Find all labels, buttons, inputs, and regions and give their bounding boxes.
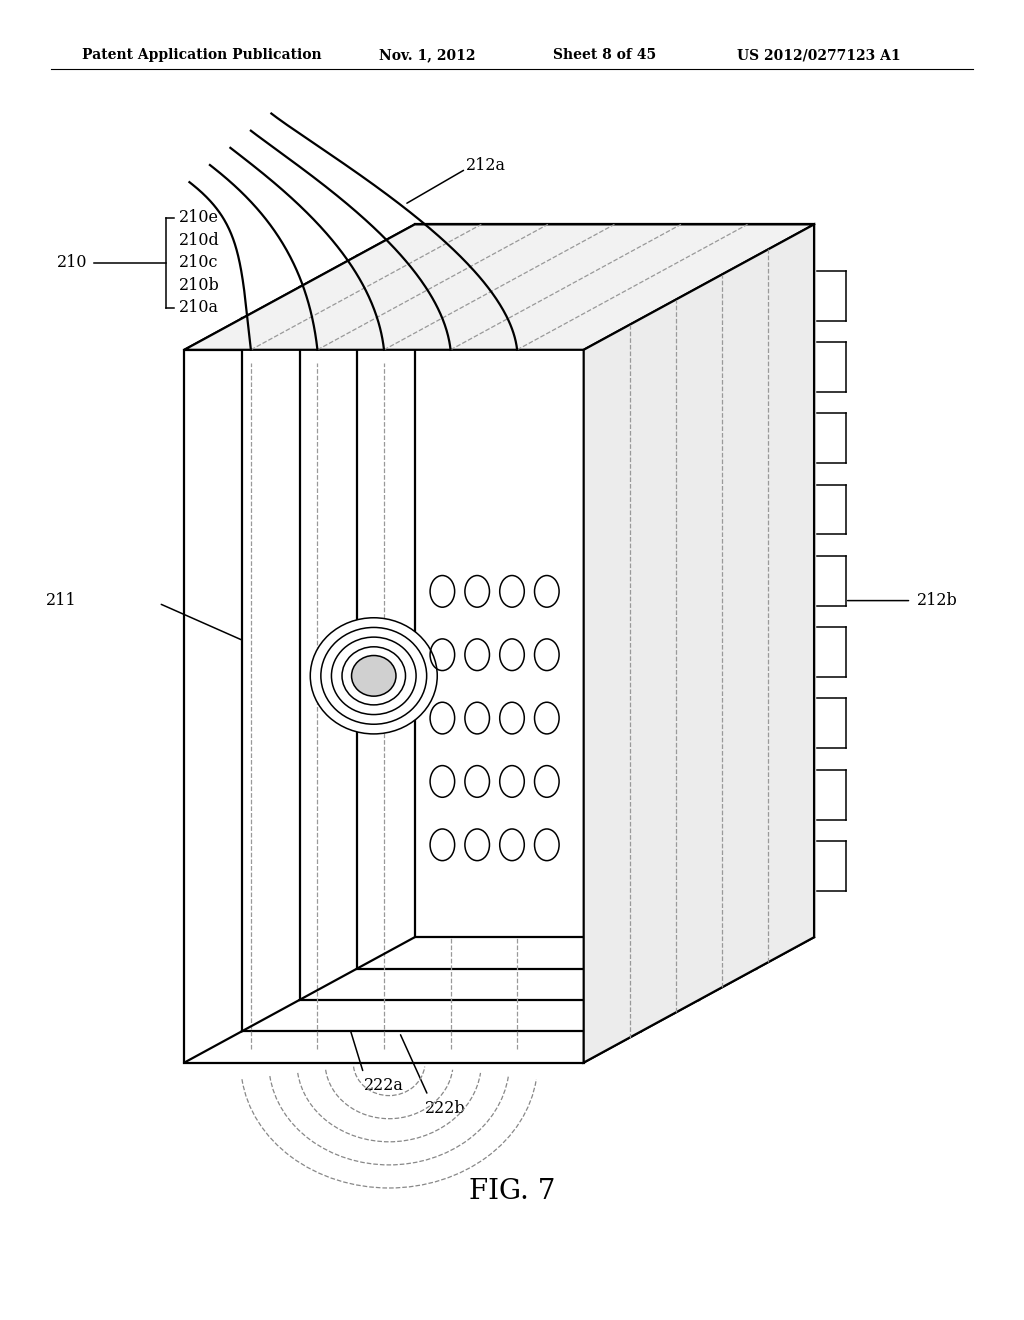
Text: 212: 212 (737, 342, 768, 358)
Polygon shape (357, 256, 757, 969)
Text: Patent Application Publication: Patent Application Publication (82, 49, 322, 62)
Text: 212a: 212a (466, 157, 506, 173)
Polygon shape (184, 224, 814, 350)
Text: Nov. 1, 2012: Nov. 1, 2012 (379, 49, 475, 62)
Text: 212b: 212b (916, 593, 957, 609)
Text: 210b: 210b (179, 277, 220, 293)
Polygon shape (242, 318, 641, 1031)
Polygon shape (584, 224, 814, 1063)
Ellipse shape (351, 656, 396, 696)
Ellipse shape (310, 618, 437, 734)
Text: 222b: 222b (425, 1101, 466, 1117)
Text: US 2012/0277123 A1: US 2012/0277123 A1 (737, 49, 901, 62)
Text: 210a: 210a (179, 300, 219, 315)
Text: 210: 210 (56, 255, 87, 271)
Text: 211: 211 (46, 593, 77, 609)
Polygon shape (299, 288, 698, 1001)
Polygon shape (184, 350, 584, 1063)
Text: FIG. 7: FIG. 7 (469, 1179, 555, 1205)
Text: 210e: 210e (179, 210, 219, 226)
Text: 210d: 210d (179, 232, 220, 248)
Polygon shape (415, 224, 814, 937)
Text: Sheet 8 of 45: Sheet 8 of 45 (553, 49, 656, 62)
Text: 222a: 222a (365, 1077, 403, 1093)
Text: 210c: 210c (179, 255, 219, 271)
